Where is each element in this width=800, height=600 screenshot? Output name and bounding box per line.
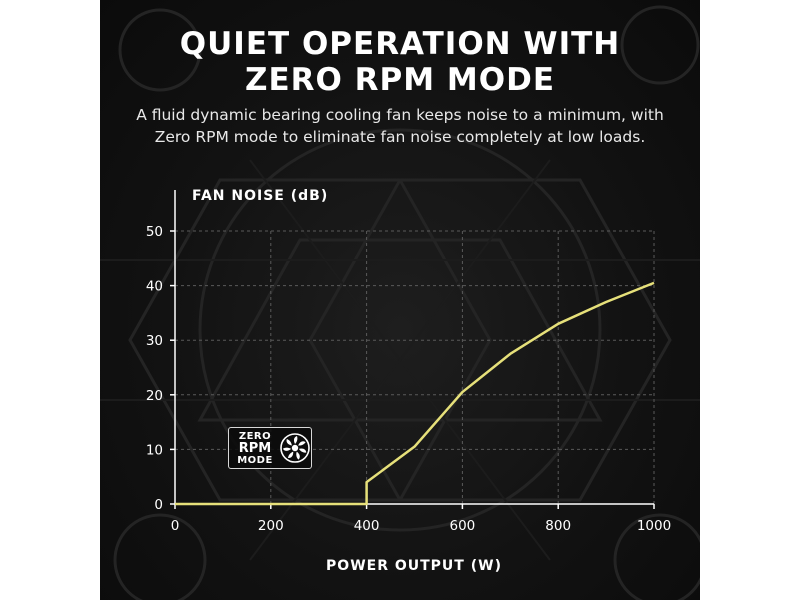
- page-title-line-2: ZERO RPM MODE: [244, 62, 555, 98]
- series-line-0: [175, 281, 655, 506]
- y-tick-label: 10: [146, 442, 163, 458]
- y-tick-label: 40: [146, 279, 163, 295]
- y-tick-label: 50: [146, 224, 163, 240]
- y-tick-label: 20: [146, 388, 163, 404]
- zero-rpm-badge: ZERO RPM MODE: [228, 427, 312, 469]
- badge-line-2: RPM: [238, 441, 272, 456]
- x-tick-label: 200: [258, 518, 284, 534]
- x-tick-label: 400: [354, 518, 380, 534]
- page-title-line-1: QUIET OPERATION WITH: [179, 26, 621, 62]
- badge-line-1: ZERO: [238, 431, 272, 442]
- x-tick-label: 0: [171, 518, 180, 534]
- fan-icon: [280, 433, 310, 463]
- x-tick-label: 600: [450, 518, 476, 534]
- product-panel: QUIET OPERATION WITH ZERO RPM MODE A flu…: [100, 0, 700, 600]
- noise-chart: 0 10 20 30 40 50 0 200 400 600 800 1000 FAN NOISE (d…: [146, 188, 671, 574]
- badge-line-3: MODE: [237, 455, 273, 466]
- x-tick-label: 1000: [637, 518, 671, 534]
- x-tick-label: 800: [545, 518, 571, 534]
- subtitle-line-2: Zero RPM mode to eliminate fan noise com…: [154, 128, 646, 146]
- y-tick-label: 30: [146, 333, 163, 349]
- x-axis-label: POWER OUTPUT (W): [326, 558, 502, 574]
- y-axis-label: FAN NOISE (dB): [192, 188, 328, 204]
- y-tick-label: 0: [154, 497, 163, 513]
- background-pattern: [100, 5, 700, 600]
- subtitle-line-1: A fluid dynamic bearing cooling fan keep…: [136, 106, 664, 124]
